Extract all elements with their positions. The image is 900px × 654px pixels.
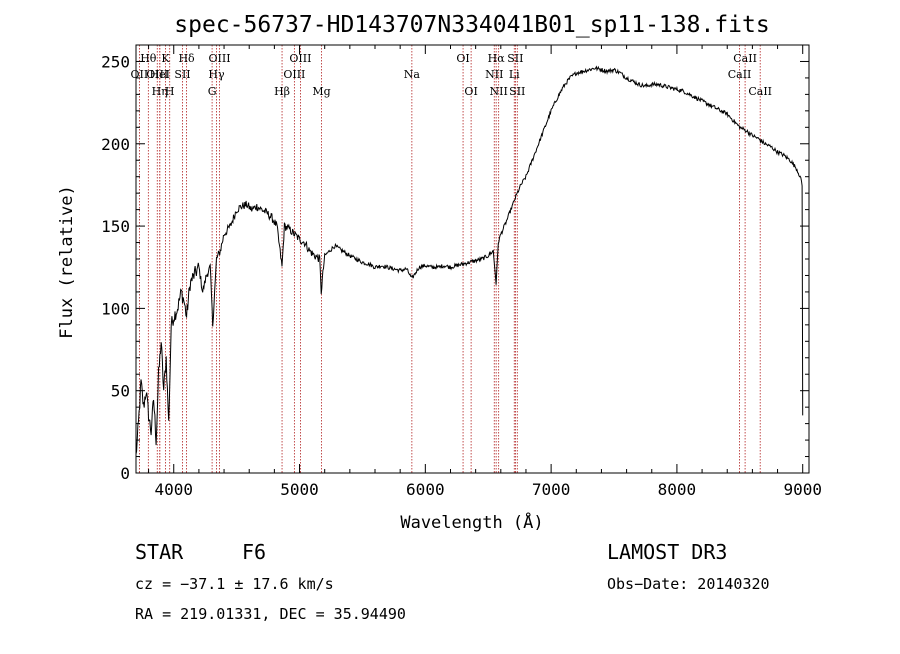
y-tick-label-100: 100 <box>101 299 130 318</box>
line-marker-label-3: Hη <box>152 85 168 98</box>
line-marker-label-12: Hβ <box>274 85 290 98</box>
y-tick-label-50: 50 <box>111 382 130 401</box>
axis-ticks <box>136 45 809 474</box>
line-marker-label-22: Li <box>509 68 520 81</box>
line-marker-label-7: SII <box>174 68 190 81</box>
line-marker-label-6: H <box>165 85 175 98</box>
line-marker-labels: OII Hθ OIII Hη HeI K H SII Hδ G Hγ OIII Hβ OIII OIII Mg… <box>131 52 772 98</box>
observation-date: Obs−Date: 20140320 <box>607 575 770 593</box>
line-marker-label-15: Mg <box>312 85 330 98</box>
survey-name: LAMOST DR3 <box>607 540 727 564</box>
line-marker-label-24: SII <box>509 85 525 98</box>
plot-frame <box>135 44 810 474</box>
y-tick-label-150: 150 <box>101 217 130 236</box>
line-marker-label-8: Hδ <box>178 52 195 65</box>
line-marker-label-10: Hγ <box>208 68 225 81</box>
redshift-cz: cz = −37.1 ± 17.6 km/s <box>135 575 334 593</box>
spectrum-series-line <box>135 65 804 455</box>
x-axis-label: Wavelength (Å) <box>400 511 543 533</box>
line-marker-label-21: NII <box>490 85 508 98</box>
line-marker-label-4: HeI <box>150 68 170 81</box>
x-tick-label-8000: 8000 <box>658 480 697 499</box>
line-marker-label-18: OI <box>464 85 477 98</box>
line-marker-label-13: OIII <box>283 68 305 81</box>
y-tick-label-200: 200 <box>101 135 130 154</box>
x-tick-label-9000: 9000 <box>783 480 822 499</box>
line-marker-label-0: OII <box>131 68 149 81</box>
line-marker-label-20: Hα <box>488 52 506 65</box>
line-marker-label-5: K <box>161 52 170 65</box>
line-markers <box>138 45 761 473</box>
line-marker-label-26: CaII <box>733 52 757 65</box>
line-marker-label-16: Na <box>404 68 421 81</box>
object-class: STAR <box>135 540 184 564</box>
line-marker-label-19: NII <box>485 68 503 81</box>
line-marker-label-23: SII <box>507 52 523 65</box>
x-tick-label-7000: 7000 <box>532 480 571 499</box>
object-subclass: F6 <box>242 540 266 564</box>
x-tick-label-6000: 6000 <box>406 480 445 499</box>
line-marker-label-14: OIII <box>289 52 311 65</box>
line-marker-label-27: CaII <box>748 85 772 98</box>
line-marker-label-9: G <box>208 85 217 98</box>
x-tick-label-4000: 4000 <box>154 480 193 499</box>
line-marker-label-17: OI <box>456 52 469 65</box>
line-marker-label-25: CaII <box>728 68 752 81</box>
chart-title: spec-56737-HD143707N334041B01_sp11-138.f… <box>174 12 769 38</box>
x-tick-label-5000: 5000 <box>280 480 319 499</box>
line-marker-label-1: Hθ <box>140 52 157 65</box>
y-tick-label-0: 0 <box>120 464 130 483</box>
ra-dec-coordinates: RA = 219.01331, DEC = 35.94490 <box>135 605 406 623</box>
axis-tick-labels: 4000 5000 6000 7000 8000 9000 0 50 100 150 200 250 <box>101 52 822 499</box>
y-axis-label: Flux (relative) <box>57 185 77 339</box>
line-marker-label-11: OIII <box>208 52 230 65</box>
y-tick-label-250: 250 <box>101 52 130 71</box>
line-marker-label-2: OIII <box>146 68 168 81</box>
